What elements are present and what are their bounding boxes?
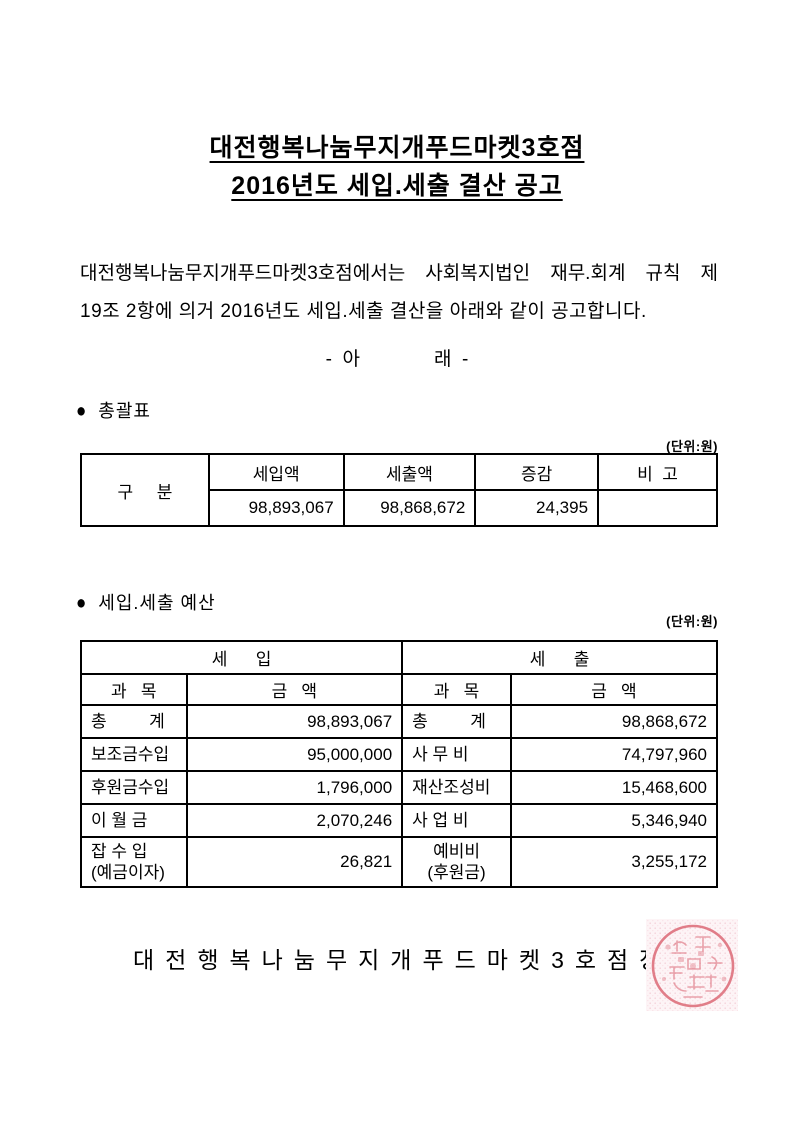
document-title-line2: 2016년도 세입.세출 결산 공고 <box>231 172 563 200</box>
summary-header-note: 비 고 <box>597 453 718 491</box>
budget-amount-in: 95,000,000 <box>185 737 404 772</box>
summary-change-value: 24,395 <box>474 489 600 527</box>
summary-header-expense: 세출액 <box>342 453 477 491</box>
budget-item-out: 재산조성비 <box>401 770 512 805</box>
budget-section-header: ● 세입.세출 예산 <box>76 589 216 615</box>
budget-amount-in: 98,893,067 <box>185 704 404 739</box>
summary-unit-label: (단위:원) <box>666 439 718 454</box>
budget-section-title: 세입.세출 예산 <box>98 593 216 613</box>
budget-amount-in: 26,821 <box>185 836 404 888</box>
budget-group-revenue: 세 입 <box>79 640 404 675</box>
official-seal-stamp-icon <box>644 917 740 1013</box>
summary-section-header: ● 총괄표 <box>76 397 151 423</box>
budget-item-in: 보조금수입 <box>80 737 188 772</box>
signature-line: 대전행복나눔무지개푸드마켓3호점장 <box>133 947 672 973</box>
summary-header-change: 증감 <box>474 453 600 491</box>
budget-row-donation: 후원금수입 1,796,000 재산조성비 15,468,600 <box>80 770 719 805</box>
budget-row-carryover: 이 월 금 2,070,246 사 업 비 5,346,940 <box>80 803 719 838</box>
budget-item-out: 예비비 (후원금) <box>401 836 512 888</box>
budget-row-subsidy: 보조금수입 95,000,000 사 무 비 74,797,960 <box>80 737 719 772</box>
budget-colhead-item-out: 과 목 <box>401 673 512 706</box>
document-title-line1: 대전행복나눔무지개푸드마켓3호점 <box>209 134 585 162</box>
bullet-icon: ● <box>76 399 88 421</box>
budget-item-in: 잡 수 입 (예금이자) <box>80 836 188 888</box>
below-divider-label: - 아 래 - <box>325 349 469 370</box>
announcement-paragraph-line1: 대전행복나눔무지개푸드마켓3호점에서는 사회복지법인 재무.회계 규칙 제 <box>80 263 718 284</box>
bullet-icon: ● <box>76 591 88 613</box>
budget-colhead-amount-in: 금 액 <box>185 673 404 706</box>
budget-item-out: 사 무 비 <box>401 737 512 772</box>
budget-item-in: 총 계 <box>80 704 188 739</box>
budget-colhead-amount-out: 금 액 <box>509 673 719 706</box>
announcement-paragraph-line2: 19조 2항에 의거 2016년도 세입.세출 결산을 아래와 같이 공고합니다… <box>80 301 647 322</box>
budget-colhead-item-in: 과 목 <box>80 673 188 706</box>
summary-table-header-row: 구 분 세입액 세출액 증감 비 고 <box>80 453 718 527</box>
budget-group-expense: 세 출 <box>401 640 718 675</box>
budget-item-out: 사 업 비 <box>401 803 512 838</box>
budget-row-total: 총 계 98,893,067 총 계 98,868,672 <box>80 704 719 739</box>
summary-note-value <box>597 489 718 527</box>
summary-table-value-row: 98,893,067 98,868,672 24,395 <box>81 489 718 527</box>
summary-section-title: 총괄표 <box>98 401 151 421</box>
budget-item-in: 후원금수입 <box>80 770 188 805</box>
summary-table: 구 분 세입액 세출액 증감 비 고 98,893,067 98,868,672… <box>80 453 718 527</box>
summary-expense-value: 98,868,672 <box>342 489 477 527</box>
budget-item-in: 이 월 금 <box>80 803 188 838</box>
budget-amount-in: 2,070,246 <box>185 803 404 838</box>
budget-amount-out: 3,255,172 <box>509 836 719 888</box>
summary-revenue-value: 98,893,067 <box>207 489 345 527</box>
budget-group-header-row: 세 입 세 출 <box>79 640 718 675</box>
budget-table: 세 입 세 출 과 목 금 액 과 목 금 액 총 계 98,893,067 총… <box>79 640 719 888</box>
budget-column-header-row: 과 목 금 액 과 목 금 액 <box>80 673 719 706</box>
budget-amount-out: 5,346,940 <box>509 803 719 838</box>
budget-amount-out: 74,797,960 <box>509 737 719 772</box>
summary-header-gubun: 구 분 <box>80 453 210 527</box>
summary-header-revenue: 세입액 <box>207 453 345 491</box>
budget-row-misc: 잡 수 입 (예금이자) 26,821 예비비 (후원금) 3,255,172 <box>80 836 719 888</box>
budget-amount-out: 15,468,600 <box>509 770 719 805</box>
budget-amount-in: 1,796,000 <box>185 770 404 805</box>
budget-unit-label: (단위:원) <box>666 614 718 629</box>
budget-amount-out: 98,868,672 <box>509 704 719 739</box>
budget-item-out: 총 계 <box>401 704 512 739</box>
